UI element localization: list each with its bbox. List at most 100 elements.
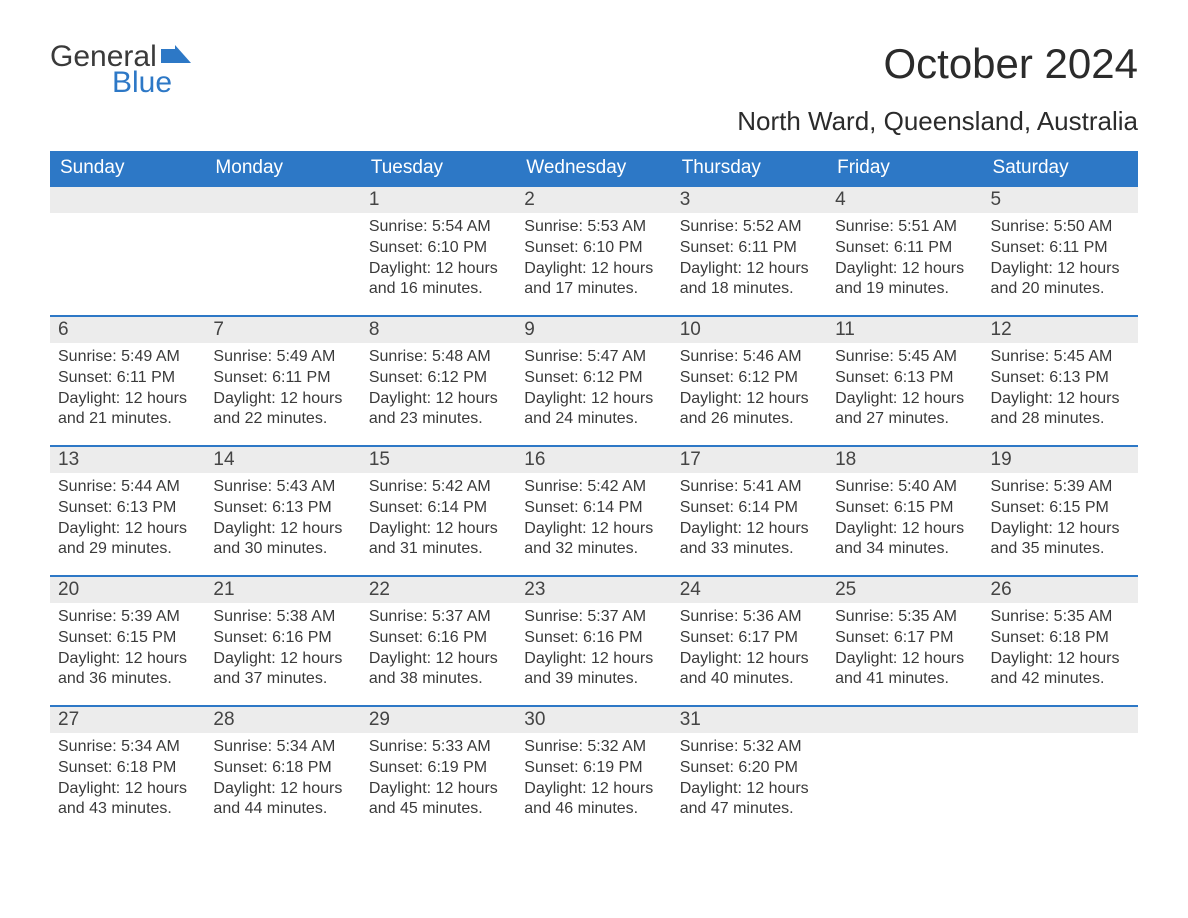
sunset-line: Sunset: 6:16 PM [369,628,508,649]
dl2-line: and 45 minutes. [369,799,508,820]
dl1-line: Daylight: 12 hours [213,649,352,670]
day-header: Saturday [983,151,1138,186]
calendar-cell: 12Sunrise: 5:45 AMSunset: 6:13 PMDayligh… [983,316,1138,446]
day-body: Sunrise: 5:41 AMSunset: 6:14 PMDaylight:… [672,473,827,570]
calendar-cell: 5Sunrise: 5:50 AMSunset: 6:11 PMDaylight… [983,186,1138,316]
dl1-line: Daylight: 12 hours [369,649,508,670]
day-body: Sunrise: 5:49 AMSunset: 6:11 PMDaylight:… [205,343,360,440]
sunrise-line: Sunrise: 5:39 AM [991,477,1130,498]
dl2-line: and 32 minutes. [524,539,663,560]
sunrise-line: Sunrise: 5:37 AM [369,607,508,628]
calendar-cell: 21Sunrise: 5:38 AMSunset: 6:16 PMDayligh… [205,576,360,706]
dl2-line: and 47 minutes. [680,799,819,820]
sunrise-line: Sunrise: 5:33 AM [369,737,508,758]
dl1-line: Daylight: 12 hours [680,649,819,670]
day-body: Sunrise: 5:39 AMSunset: 6:15 PMDaylight:… [50,603,205,700]
day-number: 30 [516,707,671,733]
dl2-line: and 24 minutes. [524,409,663,430]
day-number: 13 [50,447,205,473]
day-number: 20 [50,577,205,603]
dl1-line: Daylight: 12 hours [680,259,819,280]
day-body: Sunrise: 5:32 AMSunset: 6:19 PMDaylight:… [516,733,671,830]
sunset-line: Sunset: 6:13 PM [835,368,974,389]
day-header: Friday [827,151,982,186]
day-header: Tuesday [361,151,516,186]
day-body: Sunrise: 5:34 AMSunset: 6:18 PMDaylight:… [205,733,360,830]
sunrise-line: Sunrise: 5:45 AM [835,347,974,368]
dl2-line: and 36 minutes. [58,669,197,690]
sunrise-line: Sunrise: 5:53 AM [524,217,663,238]
sunset-line: Sunset: 6:14 PM [680,498,819,519]
dl1-line: Daylight: 12 hours [991,389,1130,410]
calendar-table: SundayMondayTuesdayWednesdayThursdayFrid… [50,151,1138,835]
sunset-line: Sunset: 6:11 PM [835,238,974,259]
dl2-line: and 30 minutes. [213,539,352,560]
day-number: 6 [50,317,205,343]
day-header: Sunday [50,151,205,186]
sunrise-line: Sunrise: 5:47 AM [524,347,663,368]
sunset-line: Sunset: 6:18 PM [58,758,197,779]
calendar-cell: 18Sunrise: 5:40 AMSunset: 6:15 PMDayligh… [827,446,982,576]
day-number: 25 [827,577,982,603]
day-body: Sunrise: 5:35 AMSunset: 6:18 PMDaylight:… [983,603,1138,700]
dl2-line: and 19 minutes. [835,279,974,300]
day-body: Sunrise: 5:50 AMSunset: 6:11 PMDaylight:… [983,213,1138,310]
dl1-line: Daylight: 12 hours [680,389,819,410]
calendar-cell: 29Sunrise: 5:33 AMSunset: 6:19 PMDayligh… [361,706,516,835]
day-number: 22 [361,577,516,603]
sunset-line: Sunset: 6:14 PM [369,498,508,519]
sunrise-line: Sunrise: 5:32 AM [680,737,819,758]
calendar-cell: 25Sunrise: 5:35 AMSunset: 6:17 PMDayligh… [827,576,982,706]
sunset-line: Sunset: 6:10 PM [524,238,663,259]
day-number: 19 [983,447,1138,473]
calendar-cell: 24Sunrise: 5:36 AMSunset: 6:17 PMDayligh… [672,576,827,706]
dl2-line: and 44 minutes. [213,799,352,820]
calendar-cell: 11Sunrise: 5:45 AMSunset: 6:13 PMDayligh… [827,316,982,446]
dl2-line: and 35 minutes. [991,539,1130,560]
calendar-cell [205,186,360,316]
day-number: 10 [672,317,827,343]
sunrise-line: Sunrise: 5:41 AM [680,477,819,498]
dl1-line: Daylight: 12 hours [680,519,819,540]
sunrise-line: Sunrise: 5:36 AM [680,607,819,628]
dl2-line: and 39 minutes. [524,669,663,690]
dl1-line: Daylight: 12 hours [369,779,508,800]
sunrise-line: Sunrise: 5:42 AM [524,477,663,498]
day-number: 26 [983,577,1138,603]
day-body: Sunrise: 5:40 AMSunset: 6:15 PMDaylight:… [827,473,982,570]
day-body: Sunrise: 5:37 AMSunset: 6:16 PMDaylight:… [516,603,671,700]
day-number: 15 [361,447,516,473]
sunset-line: Sunset: 6:12 PM [369,368,508,389]
dl2-line: and 40 minutes. [680,669,819,690]
sunrise-line: Sunrise: 5:52 AM [680,217,819,238]
dl1-line: Daylight: 12 hours [369,259,508,280]
sunset-line: Sunset: 6:10 PM [369,238,508,259]
day-body: Sunrise: 5:47 AMSunset: 6:12 PMDaylight:… [516,343,671,440]
dl2-line: and 41 minutes. [835,669,974,690]
day-number: 8 [361,317,516,343]
day-body: Sunrise: 5:46 AMSunset: 6:12 PMDaylight:… [672,343,827,440]
sunrise-line: Sunrise: 5:40 AM [835,477,974,498]
dl2-line: and 31 minutes. [369,539,508,560]
calendar-cell [983,706,1138,835]
sunrise-line: Sunrise: 5:37 AM [524,607,663,628]
calendar-cell: 3Sunrise: 5:52 AMSunset: 6:11 PMDaylight… [672,186,827,316]
day-body: Sunrise: 5:42 AMSunset: 6:14 PMDaylight:… [516,473,671,570]
day-number [983,707,1138,733]
day-number: 5 [983,187,1138,213]
day-number: 31 [672,707,827,733]
day-body: Sunrise: 5:38 AMSunset: 6:16 PMDaylight:… [205,603,360,700]
calendar-cell: 8Sunrise: 5:48 AMSunset: 6:12 PMDaylight… [361,316,516,446]
dl1-line: Daylight: 12 hours [835,389,974,410]
dl1-line: Daylight: 12 hours [524,649,663,670]
calendar-cell: 2Sunrise: 5:53 AMSunset: 6:10 PMDaylight… [516,186,671,316]
calendar-cell: 6Sunrise: 5:49 AMSunset: 6:11 PMDaylight… [50,316,205,446]
calendar-cell: 9Sunrise: 5:47 AMSunset: 6:12 PMDaylight… [516,316,671,446]
sunset-line: Sunset: 6:11 PM [680,238,819,259]
calendar-cell: 15Sunrise: 5:42 AMSunset: 6:14 PMDayligh… [361,446,516,576]
calendar-cell: 26Sunrise: 5:35 AMSunset: 6:18 PMDayligh… [983,576,1138,706]
dl2-line: and 28 minutes. [991,409,1130,430]
day-body: Sunrise: 5:33 AMSunset: 6:19 PMDaylight:… [361,733,516,830]
dl1-line: Daylight: 12 hours [835,259,974,280]
sunset-line: Sunset: 6:15 PM [991,498,1130,519]
